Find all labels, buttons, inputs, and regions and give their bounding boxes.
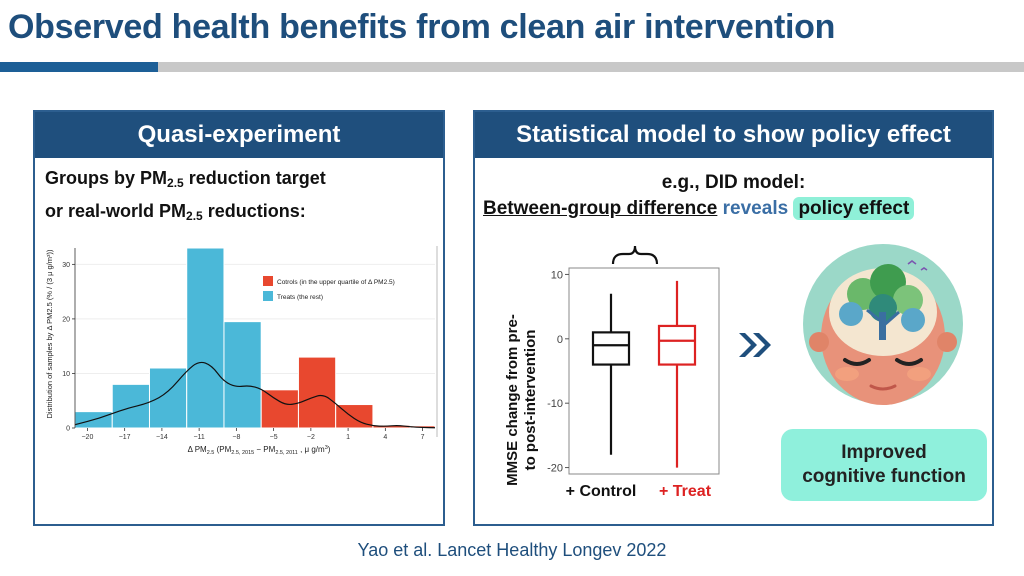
legend-treats-swatch xyxy=(263,291,273,301)
histogram-xtick-0: −20 xyxy=(81,434,93,441)
mmse-boxplot: MMSE change from pre- to post-interventi… xyxy=(504,245,720,500)
boxplot-ylabel-line-2: to post-intervention xyxy=(522,330,539,471)
histogram-bar-4 xyxy=(223,321,262,429)
groups-line-1-a: Groups by PM xyxy=(45,168,168,188)
boxplot-ytick-1: 0 xyxy=(557,334,563,346)
groups-line-2-a: or real-world PM xyxy=(45,201,187,221)
histogram-bar-1 xyxy=(111,383,150,429)
reveals-text: reveals xyxy=(722,198,789,219)
improved-cognitive-function-callout: Improved cognitive function xyxy=(781,429,987,501)
histogram-ytick-2: 20 xyxy=(62,316,70,323)
boxplot-ytick-0: 10 xyxy=(551,269,563,281)
group-difference-brace xyxy=(611,245,659,265)
histogram-xtick-8: 4 xyxy=(383,434,387,441)
quasi-experiment-panel: Quasi-experiment Groups by PM2.5 reducti… xyxy=(33,110,445,526)
improved-line-2: cognitive function xyxy=(802,466,966,487)
title-rule-gray xyxy=(158,62,1024,72)
density-curve xyxy=(74,361,436,429)
citation: Yao et al. Lancet Healthy Longev 2022 xyxy=(357,540,667,560)
quasi-experiment-header: Quasi-experiment xyxy=(35,112,443,158)
did-explanation: Between-group difference reveals policy … xyxy=(483,197,915,220)
between-group-difference-text: Between-group difference xyxy=(483,198,718,219)
boxplot-frame xyxy=(568,267,720,475)
histogram-ytick-0: 0 xyxy=(66,426,70,433)
histogram-xlabel: Δ PM2.5 (PM2.5, 2015 − PM2.5, 2011 , μ g… xyxy=(188,445,331,456)
histogram-xtick-9: 7 xyxy=(421,434,425,441)
boxplot-category-treat: + Treat xyxy=(659,483,712,500)
boxplot-box-0 xyxy=(591,293,631,455)
groups-line-2-sub: 2.5 xyxy=(186,209,203,223)
policy-effect-highlight: policy effect xyxy=(793,197,915,220)
groups-description: Groups by PM2.5 reduction target or real… xyxy=(45,164,326,230)
groups-line-1-b: reduction target xyxy=(183,168,326,188)
boxplot-ylabel-line-1: MMSE change from pre- xyxy=(504,314,521,486)
tree-icon xyxy=(839,264,925,340)
histogram-xtick-6: −2 xyxy=(307,434,315,441)
double-chevron-right-icon xyxy=(739,333,771,357)
histogram-bar-7 xyxy=(335,404,374,429)
histogram-bar-6 xyxy=(297,356,337,429)
groups-line-2-b: reductions: xyxy=(202,201,306,221)
boxplot-category-control: + Control xyxy=(566,483,637,500)
histogram-bar-3 xyxy=(186,247,225,429)
histogram-xtick-1: −17 xyxy=(119,434,131,441)
statistical-model-panel: Statistical model to show policy effect … xyxy=(473,110,994,526)
groups-line-2: or real-world PM2.5 reductions: xyxy=(45,197,326,230)
boxplot-box-1 xyxy=(657,280,697,468)
boxplot-ytick-2: -10 xyxy=(547,398,563,410)
pm25-histogram: Distribution of samples by Δ PM2.5 (% / … xyxy=(39,242,439,462)
histogram-bar-5 xyxy=(260,389,299,429)
groups-line-1: Groups by PM2.5 reduction target xyxy=(45,164,326,197)
histogram-ytick-1: 10 xyxy=(62,371,70,378)
did-model-label: e.g., DID model: xyxy=(661,172,806,193)
slide-title: Observed health benefits from clean air … xyxy=(8,8,836,46)
statistical-model-header: Statistical model to show policy effect xyxy=(475,112,992,158)
legend-controls-label: Cotrols (in the upper quartile of Δ PM2.… xyxy=(277,279,395,286)
legend-treats-label: Treats (the rest) xyxy=(277,294,323,301)
histogram-xtick-2: −14 xyxy=(156,434,168,441)
histogram-xtick-5: −5 xyxy=(270,434,278,441)
legend-controls-swatch xyxy=(263,276,273,286)
histogram-xtick-4: −8 xyxy=(232,434,240,441)
title-rule-accent xyxy=(0,62,158,72)
improved-line-1: Improved xyxy=(841,442,927,463)
healthy-brain-illustration-icon xyxy=(803,244,963,405)
histogram-ylabel: Distribution of samples by Δ PM2.5 (% / … xyxy=(45,249,54,418)
histogram-xtick-3: −11 xyxy=(193,434,204,441)
histogram-xtick-7: 1 xyxy=(346,434,350,441)
groups-line-1-sub: 2.5 xyxy=(167,176,184,190)
histogram-ytick-3: 30 xyxy=(62,262,70,269)
boxplot-ytick-3: -20 xyxy=(547,463,563,475)
